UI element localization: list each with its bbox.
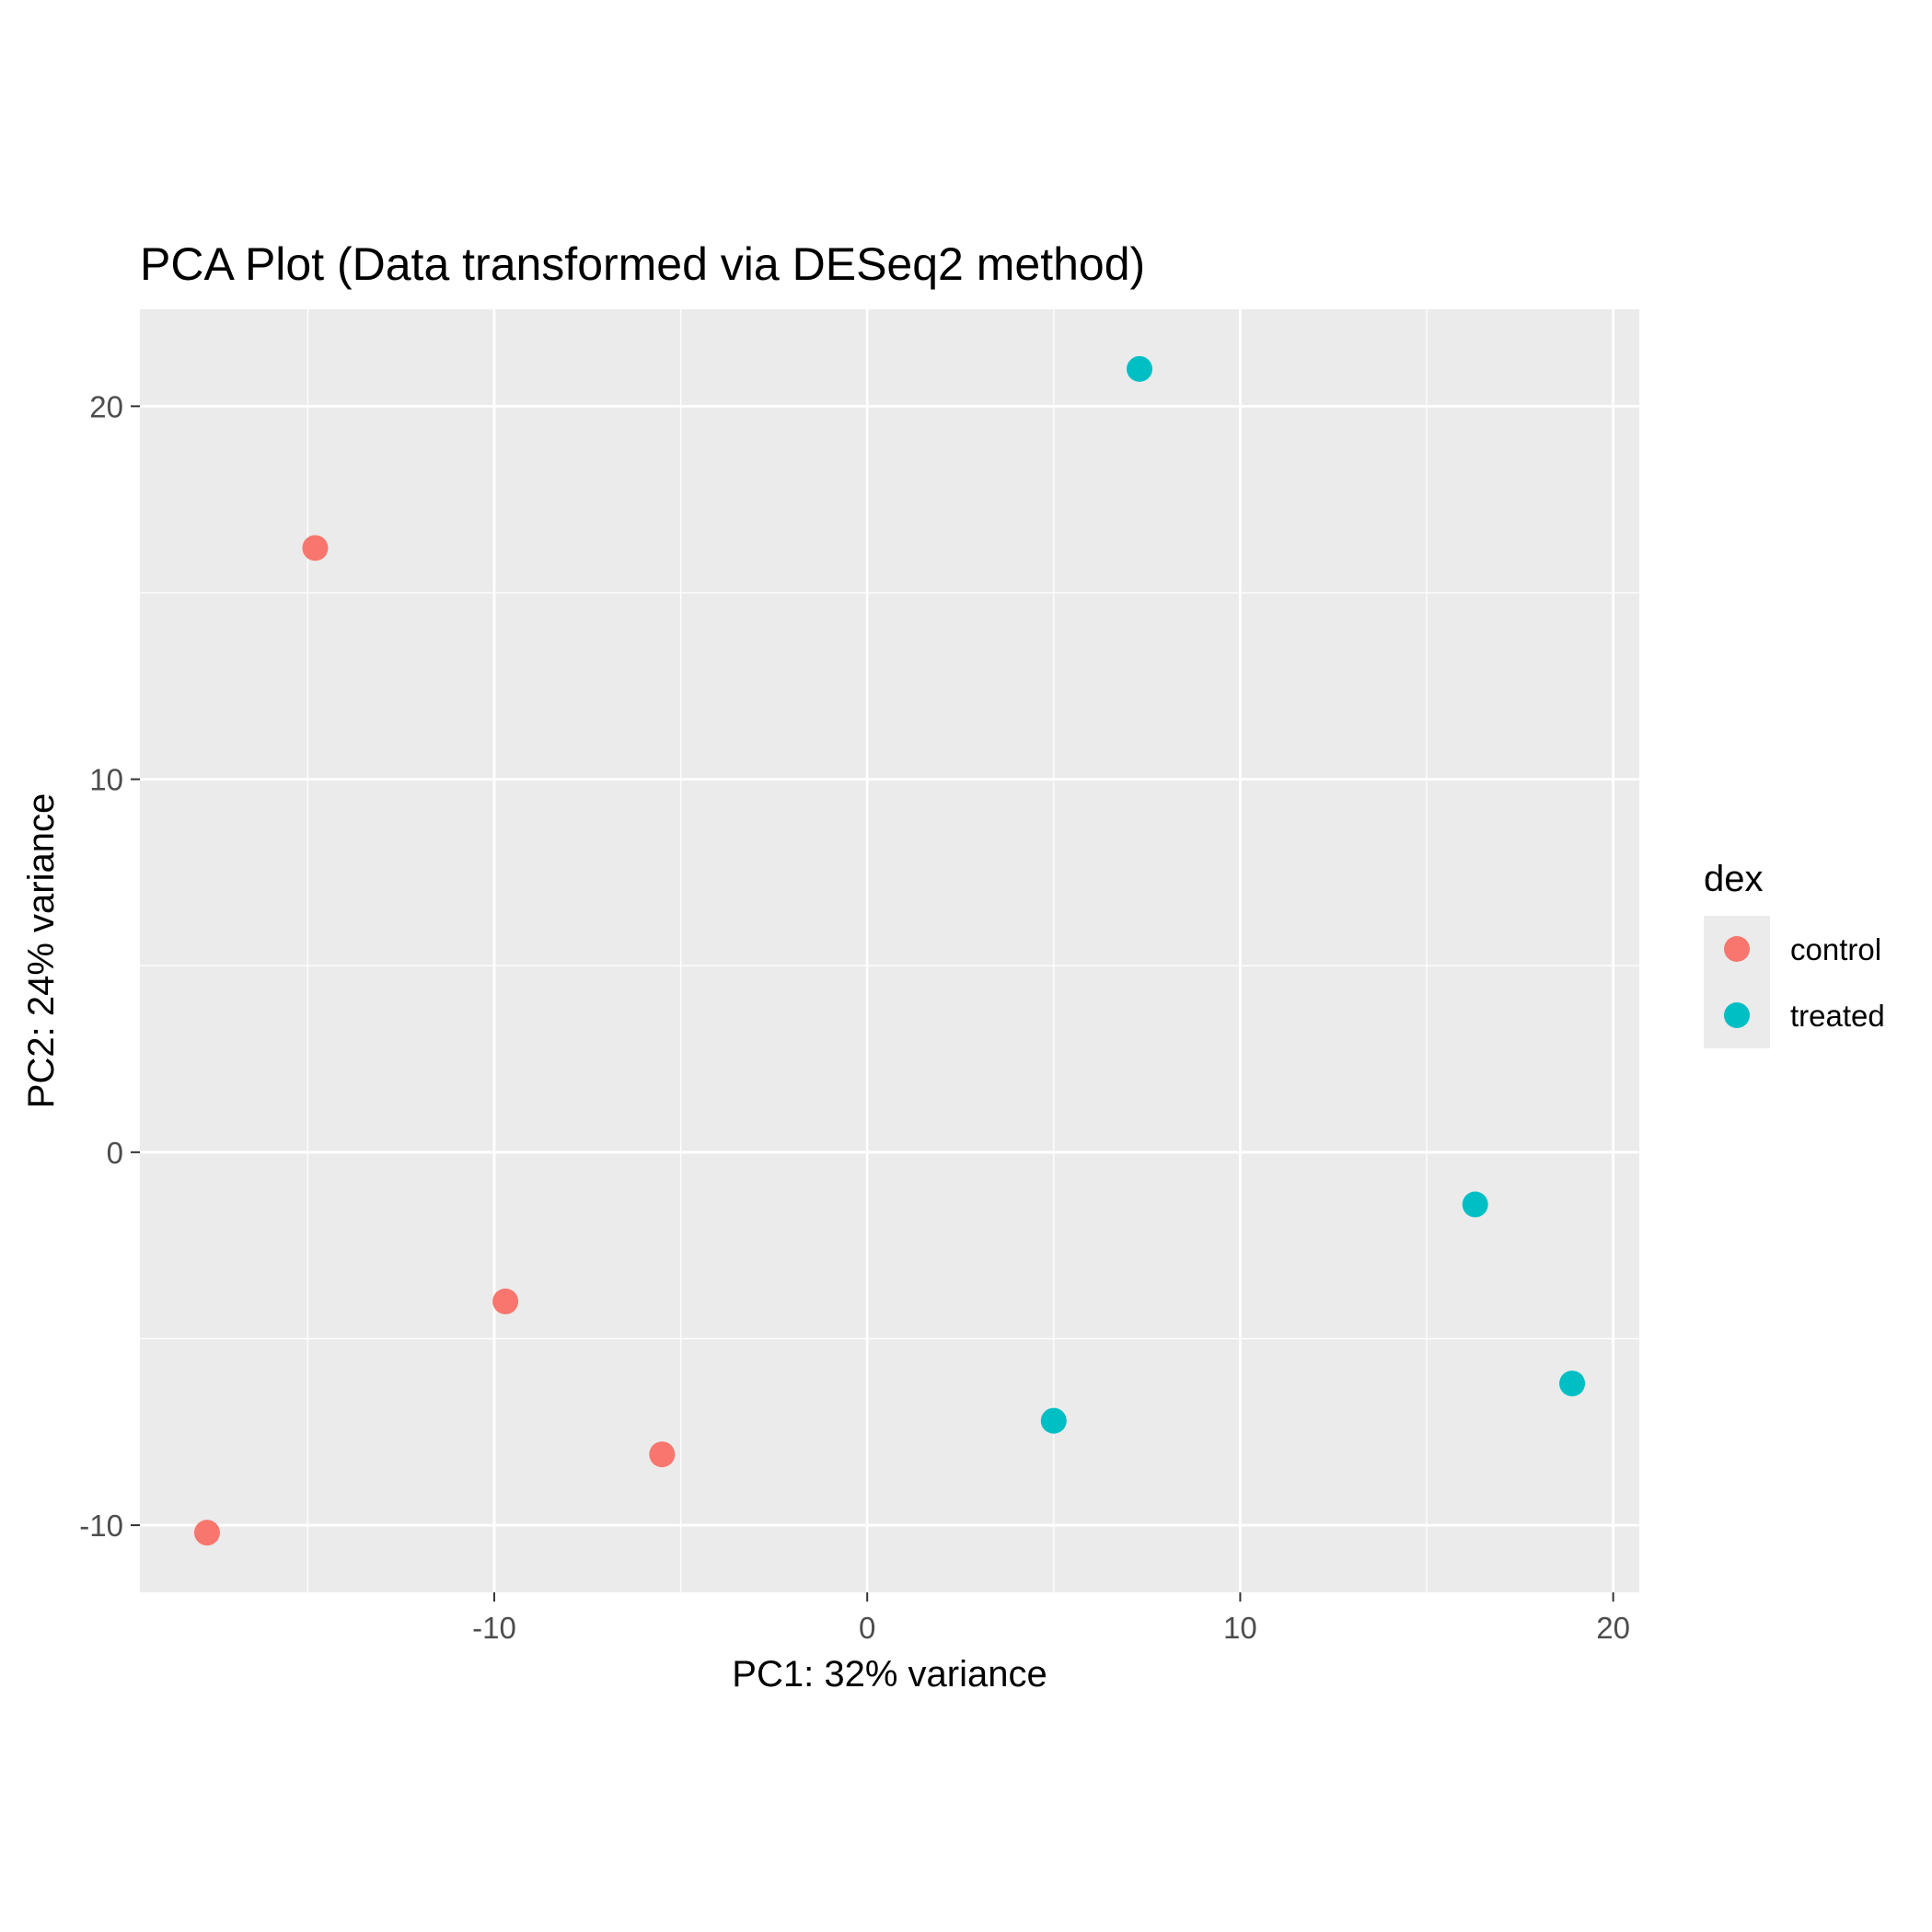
legend-title: dex [1704, 859, 1764, 899]
y-axis: -10 0 10 20 [79, 389, 140, 1543]
legend-label-control: control [1790, 932, 1881, 966]
x-axis: -10 0 10 20 [472, 1592, 1630, 1645]
legend-label-treated: treated [1790, 999, 1885, 1033]
data-point-control [302, 535, 329, 561]
legend-key-control [1724, 936, 1750, 962]
data-point-treated [1462, 1191, 1488, 1218]
x-tick-label: 20 [1596, 1611, 1630, 1645]
legend-key-treated [1724, 1002, 1750, 1028]
x-tick-label: -10 [472, 1611, 516, 1645]
data-points [193, 355, 1586, 1546]
plot-panel [140, 309, 1639, 1592]
legend-key-background [1704, 916, 1770, 1048]
y-tick-label: 0 [107, 1136, 123, 1170]
data-point-control [649, 1441, 676, 1468]
y-tick-label: -10 [79, 1509, 123, 1543]
legend: dex control treated [1704, 859, 1885, 1048]
data-point-treated [1127, 355, 1152, 382]
x-axis-title: PC1: 32% variance [732, 1654, 1047, 1695]
x-tick-label: 0 [859, 1611, 875, 1645]
y-axis-title: PC2: 24% variance [21, 793, 62, 1108]
data-point-control [193, 1520, 220, 1546]
data-point-control [492, 1288, 519, 1314]
data-point-treated [1040, 1407, 1067, 1434]
y-tick-label: 10 [89, 763, 123, 797]
grid-minor [140, 309, 1639, 1592]
x-tick-label: 10 [1223, 1611, 1257, 1645]
data-point-treated [1559, 1371, 1586, 1397]
y-tick-label: 20 [89, 389, 123, 423]
grid-major [140, 309, 1639, 1592]
chart-title: PCA Plot (Data transformed via DESeq2 me… [140, 238, 1145, 290]
